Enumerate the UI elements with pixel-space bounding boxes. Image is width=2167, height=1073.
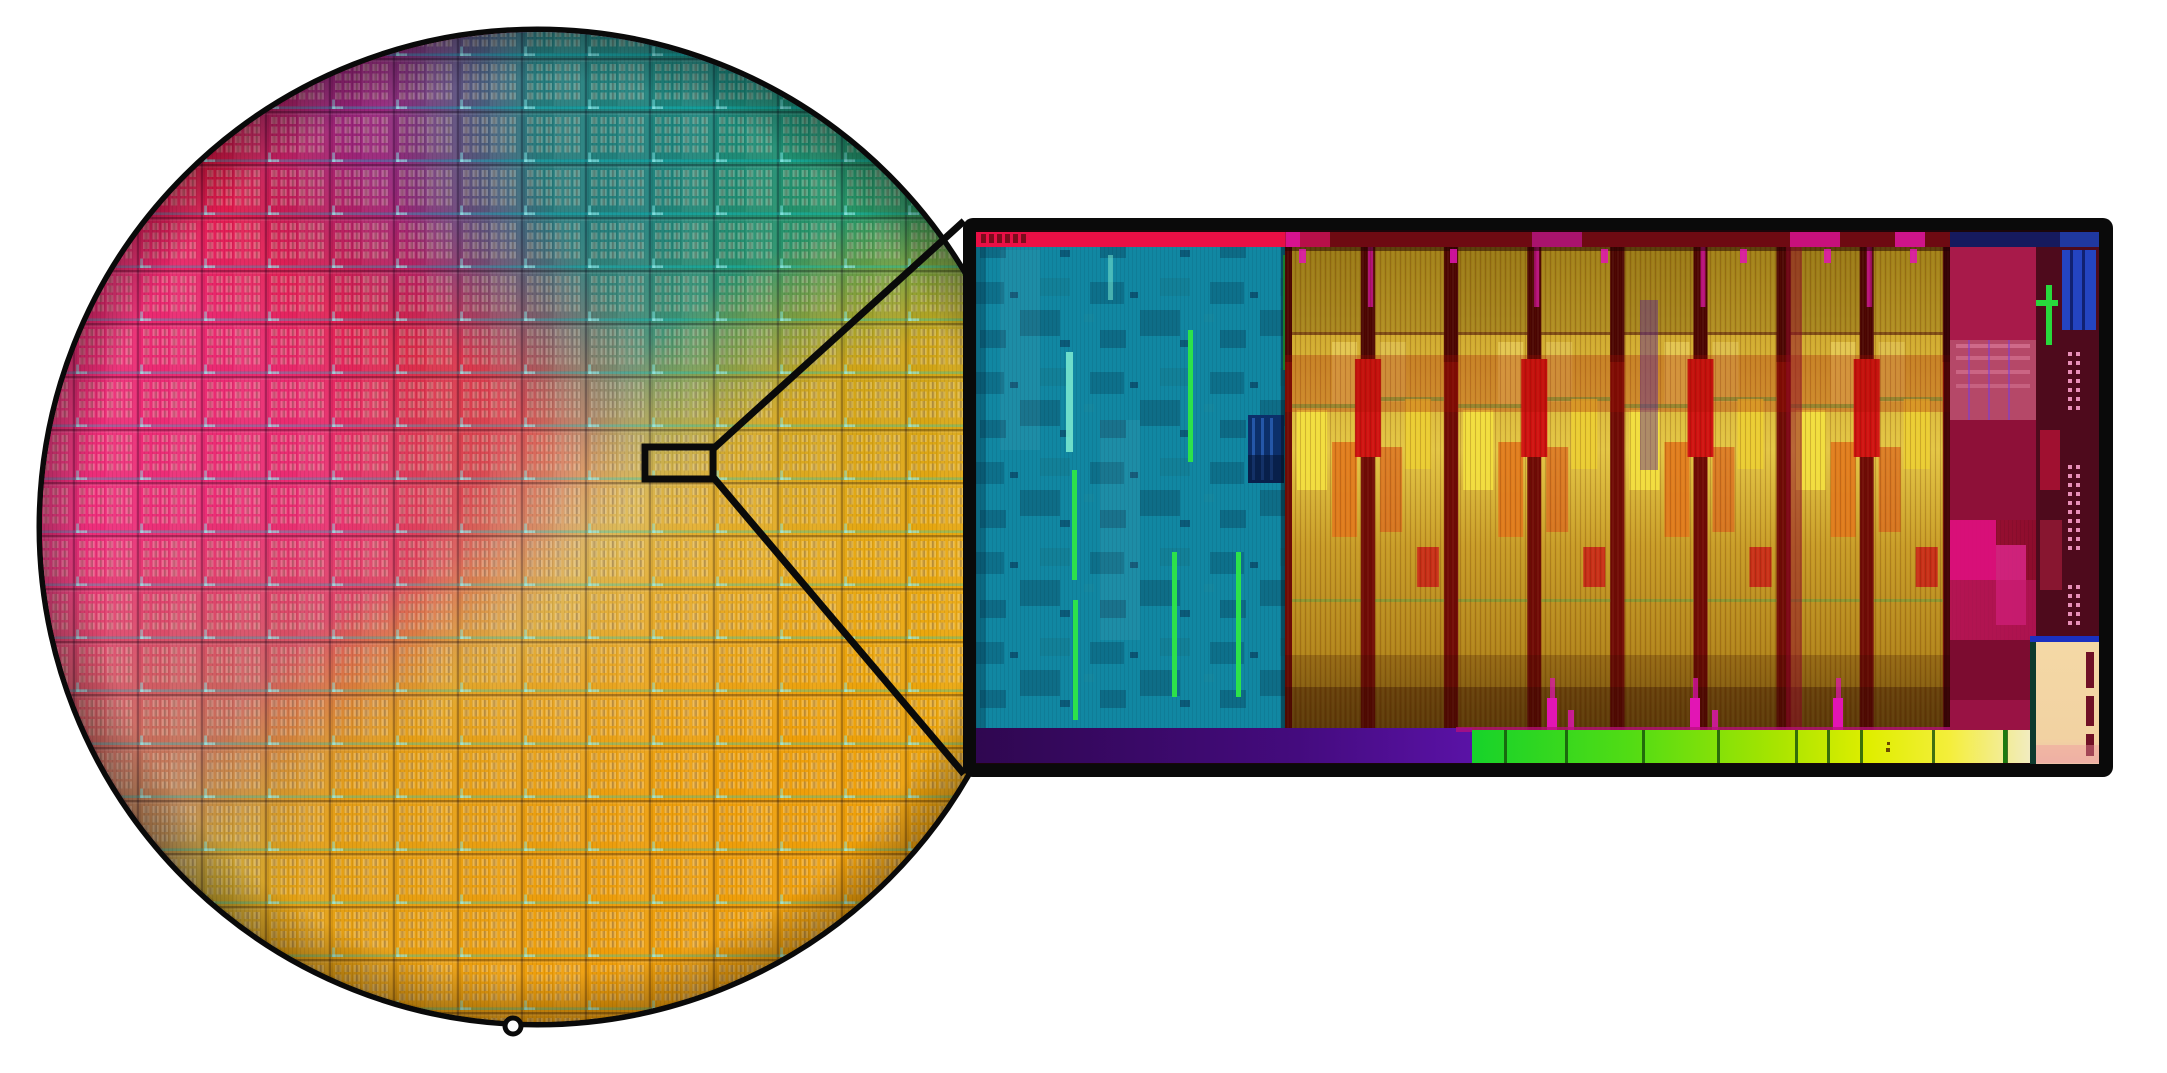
callout-rectangle — [641, 443, 717, 483]
top-metal-stripe — [976, 232, 2099, 247]
callout-line-bottom — [710, 474, 967, 777]
bottom-gradient-strip — [1472, 730, 2030, 763]
cores-purple-column — [1640, 300, 1658, 470]
io-green-t — [2046, 285, 2052, 345]
gpu-region — [976, 247, 1290, 728]
peach-block — [2030, 636, 2099, 764]
cpu-cores-region — [1285, 247, 1950, 731]
peach-maroon-dashes — [2086, 652, 2094, 756]
callout-line-top — [710, 218, 967, 452]
wafer-photo — [36, 26, 1038, 1037]
wafer-surface — [42, 32, 1032, 1022]
die-photo — [963, 218, 2113, 777]
peach-blue-border — [2030, 636, 2099, 642]
magnifier-callout — [641, 218, 967, 777]
bottom-purple-strip — [976, 728, 1472, 763]
bottom-strips — [976, 727, 2030, 763]
io-blue-strip — [2062, 250, 2096, 330]
cores-red-band — [1285, 355, 1950, 412]
die-surface — [976, 230, 2099, 764]
gpu-cyan-bar — [1066, 352, 1073, 452]
cores-magenta-marks — [1299, 249, 1917, 731]
io-pad-dots — [2068, 352, 2080, 625]
die-id-marks-illegible — [981, 234, 1026, 243]
wafer-notch — [502, 1015, 524, 1037]
io-pink-column — [1950, 247, 2036, 763]
cores-crimson-column — [1786, 247, 1802, 730]
